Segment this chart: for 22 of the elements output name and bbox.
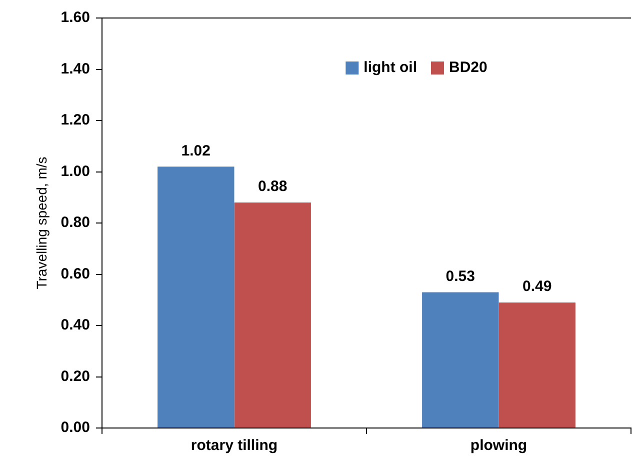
y-tick-label: 1.40 <box>60 60 90 78</box>
x-tick-label: rotary tilling <box>190 437 278 454</box>
x-tick-label: plowing <box>470 437 528 454</box>
legend-label: light oil <box>364 59 417 76</box>
bar <box>234 202 311 428</box>
legend-label: BD20 <box>448 59 488 76</box>
data-label: 0.88 <box>258 178 288 196</box>
bar <box>498 302 576 428</box>
data-label: 0.53 <box>446 268 475 285</box>
y-tick-label: 0.40 <box>60 316 90 334</box>
y-tick-label: 1.60 <box>60 9 90 26</box>
y-tick-label: 0.20 <box>60 368 90 385</box>
y-tick-label: 0.00 <box>60 419 90 436</box>
data-label: 1.02 <box>181 142 210 160</box>
bar <box>158 166 234 428</box>
y-tick-label: 0.80 <box>60 214 90 232</box>
data-label: 0.49 <box>522 278 552 296</box>
y-tick-label: 1.00 <box>60 162 90 180</box>
y-axis-title: Travelling speed, m/s <box>33 156 50 290</box>
y-tick-label: 1.20 <box>60 112 90 129</box>
y-tick-label: 0.60 <box>60 265 90 282</box>
bar <box>422 292 499 428</box>
